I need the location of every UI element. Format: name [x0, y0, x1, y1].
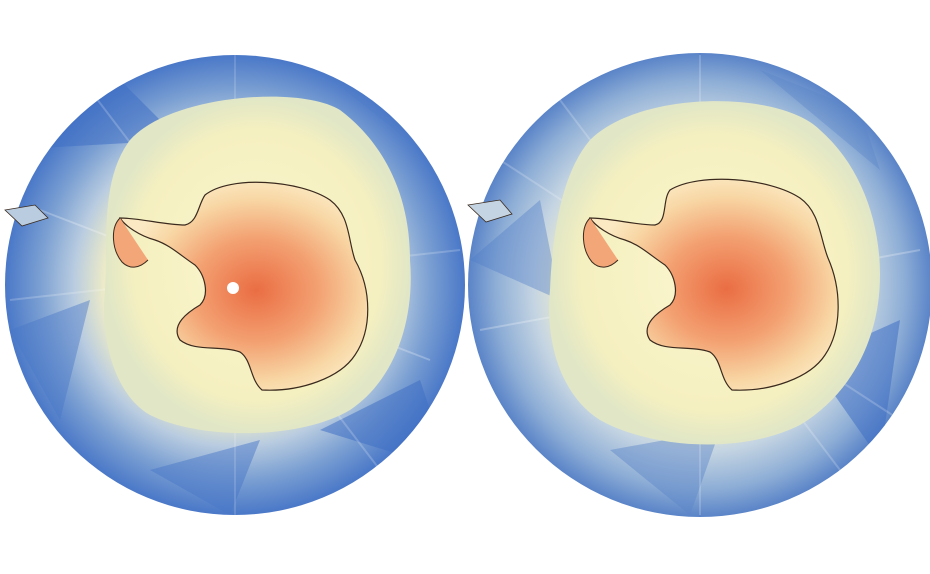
right-antarctic-ice-sheet [588, 178, 839, 391]
left-pole-hole [227, 282, 239, 294]
right-map-panel [467, 53, 930, 517]
left-tierra-del-fuego [4, 204, 49, 227]
right-peninsula [583, 217, 619, 268]
left-map-panel [4, 55, 465, 515]
left-peninsula [113, 217, 149, 268]
right-tierra-del-fuego [467, 199, 513, 223]
left-antarctic-ice-sheet [118, 181, 369, 391]
